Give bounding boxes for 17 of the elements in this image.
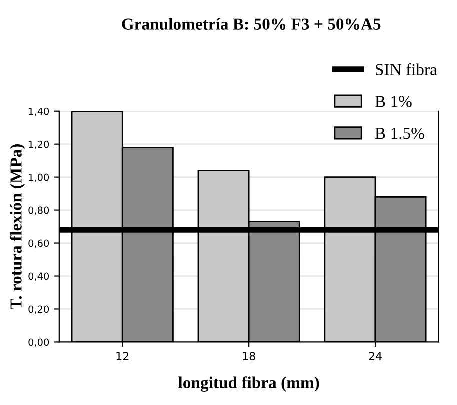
y-axis-title: T. rotura flexión (MPa): [10, 144, 26, 310]
x-tick-label: 24: [369, 352, 382, 360]
x-tick-label: 18: [243, 352, 256, 361]
y-tick-label: 0,40: [28, 272, 50, 282]
legend-label: SIN fibra: [376, 64, 438, 76]
y-tick-label: 0,80: [28, 206, 50, 216]
y-tick-label: 1,20: [29, 140, 50, 150]
y-tick-label: 0,00: [28, 338, 50, 348]
y-tick-label: 1,00: [29, 174, 50, 182]
y-tick-label: 1,40: [29, 108, 50, 116]
y-tick-label: 0,20: [28, 306, 50, 314]
x-axis-title: longitud fibra (mm): [178, 376, 320, 392]
x-tick-label: 12: [116, 352, 129, 360]
legend-label: B 1%: [375, 96, 412, 108]
legend-label: B 1.5%: [375, 128, 424, 140]
y-tick-label: 0,60: [28, 240, 50, 248]
chart-title: Granulometría B: 50% F3 + 50%A5: [122, 18, 381, 30]
